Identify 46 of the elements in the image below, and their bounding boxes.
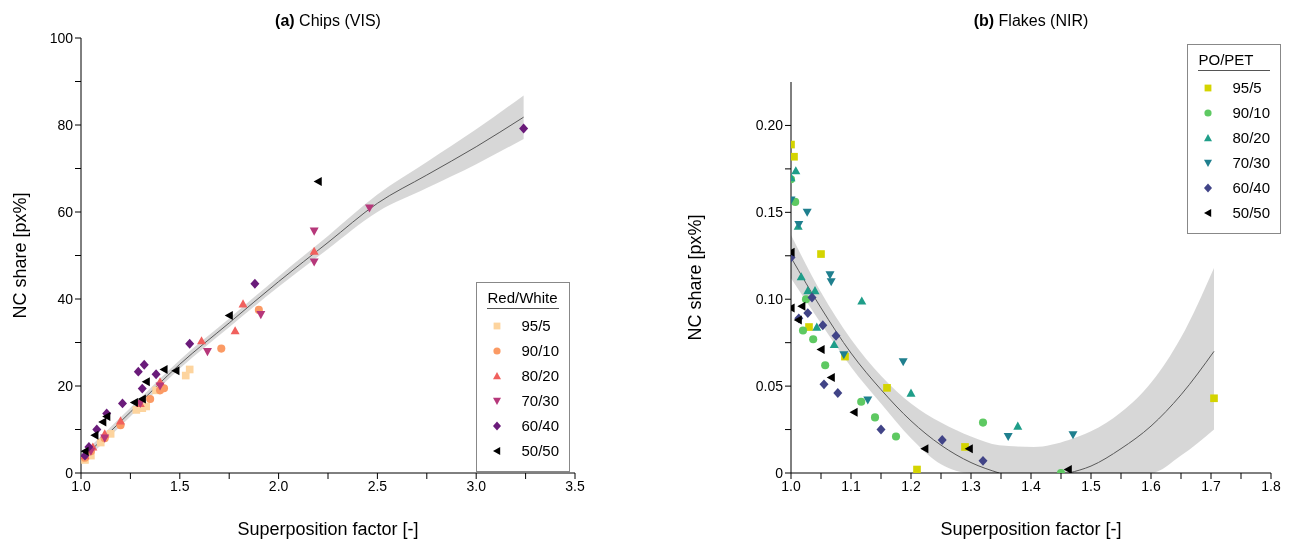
legend-label: 50/50 xyxy=(521,442,559,459)
y-tick-label: 100 xyxy=(49,29,74,46)
y-tick-label: 0 xyxy=(775,464,784,481)
x-tick-label: 1.0 xyxy=(71,477,91,494)
y-tick-label: 0 xyxy=(65,464,74,481)
legend-label: 60/40 xyxy=(1232,179,1270,196)
legend-title: PO/PET xyxy=(1198,51,1270,71)
x-tick-label: 1.6 xyxy=(1141,477,1161,494)
legend-label: 80/20 xyxy=(1232,129,1270,146)
y-tick-label: 0.10 xyxy=(755,291,784,308)
y-tick-label: 0.05 xyxy=(755,378,784,395)
x-axis-title: Superposition factor [-] xyxy=(940,519,1122,539)
legend-label: 60/40 xyxy=(521,417,559,434)
legend-label: 70/30 xyxy=(1232,154,1270,171)
y-tick-label: 20 xyxy=(57,377,74,394)
x-axis-title: Superposition factor [-] xyxy=(237,519,419,539)
x-tick-label: 3.0 xyxy=(466,477,487,494)
y-tick-label: 80 xyxy=(57,116,74,133)
y-tick-label: 0.15 xyxy=(755,204,784,221)
x-tick-label: 1.4 xyxy=(1021,477,1041,494)
legend-label: 90/10 xyxy=(1232,104,1270,121)
x-tick-label: 1.3 xyxy=(961,477,981,494)
legend-label: 70/30 xyxy=(521,392,559,409)
legend-label: 95/5 xyxy=(521,317,551,334)
x-tick-label: 1.1 xyxy=(841,477,861,494)
y-tick-label: 40 xyxy=(57,290,74,307)
y-axis-title: NC share [px%] xyxy=(685,214,706,341)
legend-label: 80/20 xyxy=(521,367,559,384)
x-tick-label: 2.5 xyxy=(367,477,388,494)
legend-label: 95/5 xyxy=(1232,79,1262,96)
x-tick-label: 3.5 xyxy=(565,477,585,494)
x-tick-label: 1.7 xyxy=(1201,477,1221,494)
legend-title: Red/White xyxy=(487,289,559,309)
x-tick-label: 1.8 xyxy=(1261,477,1281,494)
y-axis-title: NC share [px%] xyxy=(10,192,31,319)
x-tick-label: 2.0 xyxy=(268,477,289,494)
x-tick-label: 1.5 xyxy=(170,477,190,494)
y-tick-label: 60 xyxy=(57,203,74,220)
legend-label: 50/50 xyxy=(1232,204,1270,221)
legend-label: 90/10 xyxy=(521,342,559,359)
chart-title: (a) Chips (VIS) xyxy=(275,12,381,29)
x-tick-label: 1.5 xyxy=(1081,477,1101,494)
x-tick-label: 1.0 xyxy=(781,477,801,494)
chart-title: (b) Flakes (NIR) xyxy=(973,12,1089,29)
y-tick-label: 0.20 xyxy=(755,117,784,134)
x-tick-label: 1.2 xyxy=(901,477,921,494)
